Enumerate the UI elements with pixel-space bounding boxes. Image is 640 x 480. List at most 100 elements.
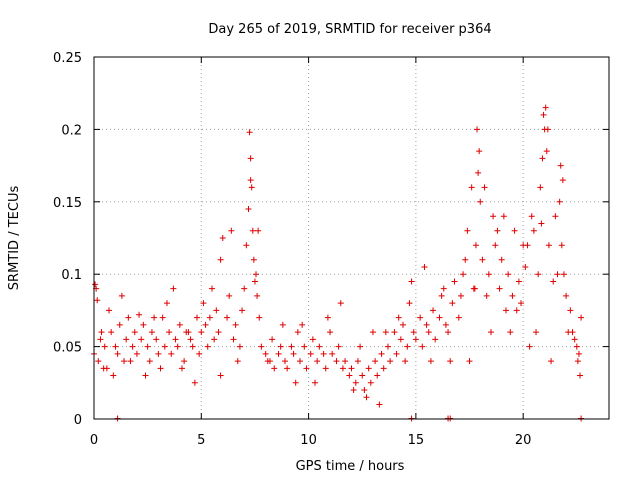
- data-point: [468, 184, 475, 191]
- data-point: [404, 343, 411, 350]
- data-point: [101, 343, 108, 350]
- data-point: [560, 271, 567, 278]
- data-point: [97, 336, 104, 343]
- data-point: [301, 343, 308, 350]
- data-point: [545, 242, 552, 249]
- x-tick-label: 5: [197, 433, 205, 448]
- chart-title: Day 265 of 2019, SRMTID for receiver p36…: [208, 22, 491, 37]
- data-point: [125, 314, 132, 321]
- data-point: [98, 329, 105, 336]
- data-point: [114, 350, 121, 357]
- data-point: [348, 365, 355, 372]
- data-point: [354, 358, 361, 365]
- data-point: [170, 285, 177, 292]
- y-axis-title: SRMTID / TECUs: [7, 186, 22, 291]
- data-point: [335, 343, 342, 350]
- data-point: [189, 343, 196, 350]
- data-point: [194, 314, 200, 321]
- data-point: [382, 329, 389, 336]
- data-point: [464, 227, 471, 234]
- data-point: [228, 227, 235, 234]
- axis-ticks: 0 0.05 0.1 0.15 0.2 0.25 0 5 10 15 20: [53, 51, 609, 448]
- data-point: [172, 336, 179, 343]
- data-point: [176, 321, 183, 328]
- data-point: [333, 358, 340, 365]
- data-point: [161, 343, 168, 350]
- data-point: [423, 321, 430, 328]
- data-point: [395, 314, 402, 321]
- data-point: [500, 213, 507, 220]
- data-point: [400, 321, 406, 328]
- plot-frame: [93, 56, 610, 420]
- data-point: [361, 387, 368, 394]
- data-point: [496, 285, 503, 292]
- data-point: [472, 242, 479, 249]
- data-point: [518, 300, 525, 307]
- data-point: [544, 126, 551, 133]
- data-point: [376, 401, 383, 408]
- data-point: [528, 213, 535, 220]
- data-point: [92, 281, 99, 288]
- data-point: [503, 307, 509, 314]
- data-point: [94, 297, 101, 304]
- data-point: [324, 314, 331, 321]
- data-point: [350, 387, 357, 394]
- data-point: [365, 365, 372, 372]
- y-tick-label: 0: [74, 413, 82, 428]
- data-point: [246, 129, 253, 136]
- data-point: [494, 227, 501, 234]
- data-point: [112, 343, 119, 350]
- data-point: [513, 307, 520, 314]
- data-point: [352, 379, 359, 386]
- data-point: [410, 329, 417, 336]
- data-point: [471, 285, 478, 292]
- data-point: [571, 336, 578, 343]
- data-point: [530, 227, 537, 234]
- data-point: [457, 292, 464, 299]
- data-point: [217, 256, 224, 263]
- data-point: [387, 358, 394, 365]
- data-point: [277, 343, 284, 350]
- data-point: [402, 358, 409, 365]
- data-points: [91, 104, 585, 422]
- x-tick-label: 10: [300, 433, 317, 448]
- data-point: [372, 358, 379, 365]
- data-point: [476, 148, 483, 155]
- x-tick-label: 15: [408, 433, 425, 448]
- data-point: [522, 263, 529, 270]
- data-point: [374, 372, 381, 379]
- data-point: [198, 329, 205, 336]
- data-point: [312, 379, 319, 386]
- data-point: [249, 227, 256, 234]
- data-point: [153, 336, 160, 343]
- data-point: [253, 271, 260, 278]
- data-point: [540, 111, 547, 118]
- data-point: [266, 358, 273, 365]
- data-point: [131, 329, 138, 336]
- data-point: [142, 372, 149, 379]
- data-point: [487, 329, 494, 336]
- data-point: [436, 314, 443, 321]
- data-point: [539, 155, 546, 162]
- data-point: [511, 227, 518, 234]
- data-point: [254, 292, 261, 299]
- data-point: [391, 329, 398, 336]
- data-point: [250, 256, 257, 263]
- data-point: [322, 365, 329, 372]
- data-point: [526, 343, 533, 350]
- data-point: [206, 314, 213, 321]
- data-point: [408, 278, 415, 285]
- data-point: [339, 365, 346, 372]
- data-point: [359, 372, 366, 379]
- data-point: [241, 285, 248, 292]
- data-point: [258, 343, 265, 350]
- y-tick-label: 0.15: [53, 196, 82, 211]
- data-point: [346, 372, 353, 379]
- x-axis-title: GPS time / hours: [296, 459, 405, 474]
- data-point: [462, 256, 469, 263]
- data-point: [329, 350, 336, 357]
- data-point: [543, 148, 550, 155]
- data-point: [211, 336, 218, 343]
- data-point: [138, 336, 145, 343]
